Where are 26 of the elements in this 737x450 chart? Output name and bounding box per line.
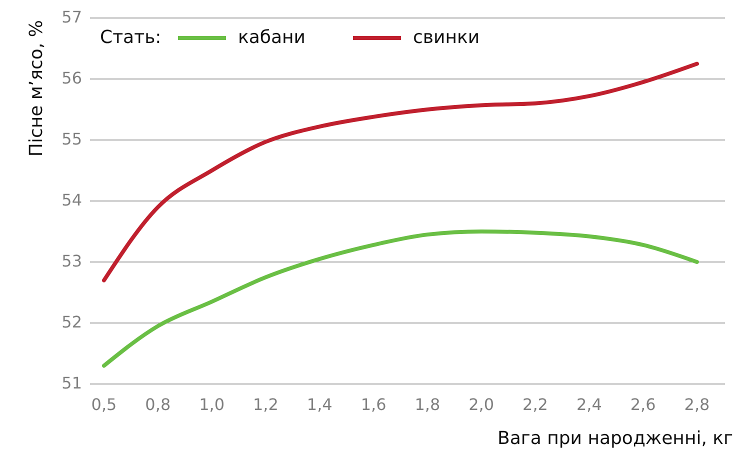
x-tick-label: 2,6 bbox=[630, 395, 656, 414]
x-tick-label: 0,5 bbox=[91, 395, 117, 414]
x-tick-label: 1,8 bbox=[414, 395, 440, 414]
y-tick-label: 55 bbox=[62, 129, 82, 148]
y-tick-label: 52 bbox=[62, 312, 82, 332]
y-tick-label: 54 bbox=[62, 190, 82, 210]
x-tick-label: 1,6 bbox=[360, 395, 386, 414]
y-tick-label: 51 bbox=[62, 373, 82, 392]
y-tick-label: 56 bbox=[62, 68, 82, 88]
legend-label: свинки bbox=[413, 26, 480, 48]
x-tick-label: 2,0 bbox=[468, 395, 494, 414]
x-tick-label: 1,0 bbox=[199, 395, 225, 414]
x-tick-label: 1,2 bbox=[253, 395, 278, 414]
x-axis-title: Вага при народженні, кг bbox=[498, 428, 733, 449]
line-series bbox=[102, 62, 699, 282]
y-tick-label: 57 bbox=[62, 7, 82, 26]
x-tick-label: 2,2 bbox=[522, 395, 548, 414]
x-tick-label: 0,8 bbox=[145, 395, 171, 414]
x-tick-label: 2,8 bbox=[684, 395, 710, 414]
x-tick-label: 2,4 bbox=[576, 395, 602, 414]
y-tick-label: 53 bbox=[62, 251, 82, 270]
x-tick-label: 1,4 bbox=[306, 395, 332, 414]
legend-title: Стать: bbox=[100, 26, 162, 48]
legend-label: кабани bbox=[238, 26, 306, 48]
y-axis-title: Пісне м’ясо, % bbox=[26, 20, 47, 157]
line-series bbox=[102, 230, 699, 368]
